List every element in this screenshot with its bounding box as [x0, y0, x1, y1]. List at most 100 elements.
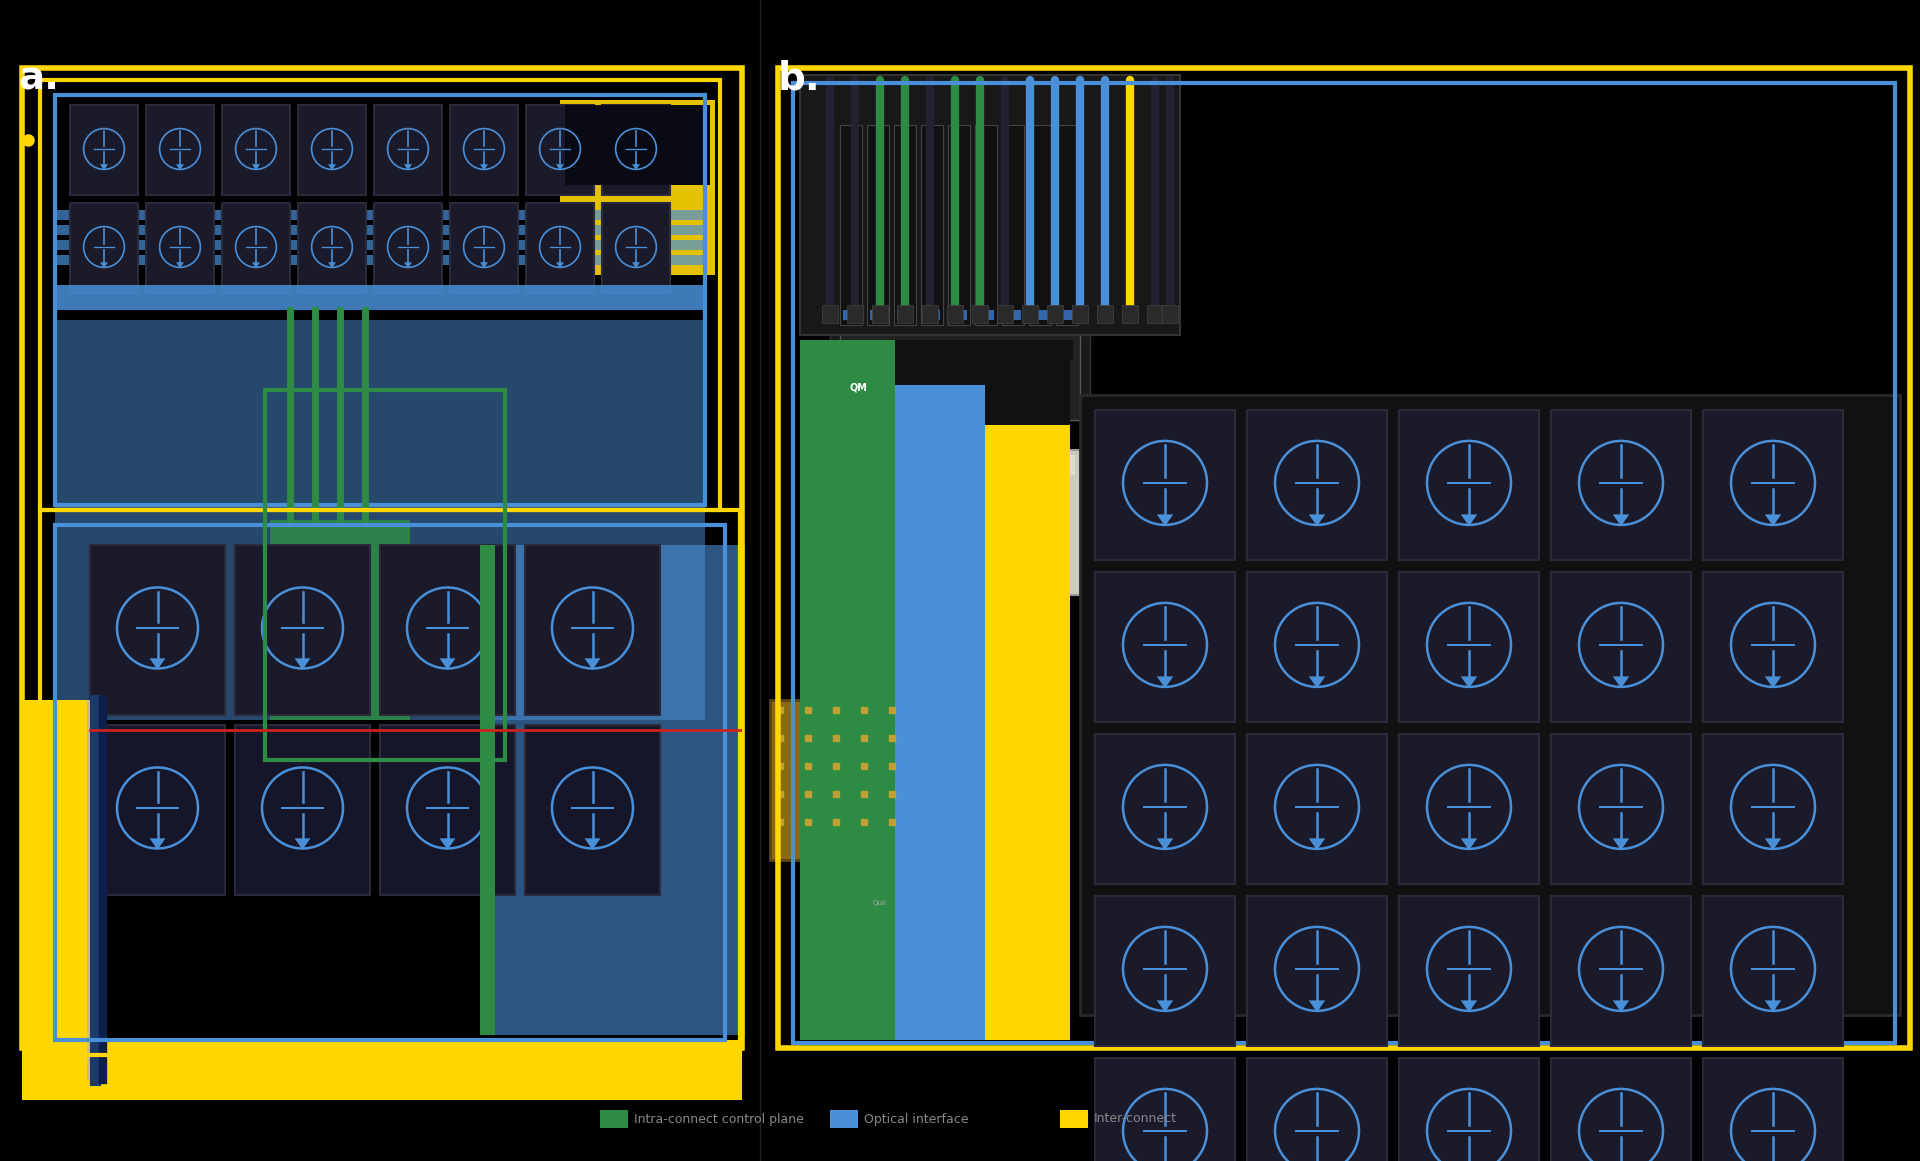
Polygon shape — [150, 658, 165, 670]
Polygon shape — [480, 262, 488, 268]
Polygon shape — [1613, 514, 1630, 526]
Bar — [56, 284, 705, 310]
Bar — [1029, 125, 1050, 325]
Bar — [298, 203, 367, 293]
Polygon shape — [632, 164, 639, 170]
Bar — [1400, 1058, 1540, 1161]
Bar — [40, 510, 739, 1055]
Bar — [561, 100, 714, 275]
Polygon shape — [1309, 677, 1325, 688]
Bar — [1021, 305, 1039, 323]
Text: Quil: Quil — [843, 460, 860, 469]
Polygon shape — [1613, 1001, 1630, 1012]
Bar — [872, 305, 887, 323]
Bar — [21, 68, 741, 1048]
Bar — [922, 305, 939, 323]
Bar — [1071, 305, 1089, 323]
Polygon shape — [294, 658, 311, 670]
Bar — [564, 104, 710, 185]
Bar — [870, 310, 885, 320]
Bar — [56, 255, 705, 265]
Bar — [770, 700, 929, 860]
Bar — [146, 203, 213, 293]
Bar — [1246, 1058, 1386, 1161]
Bar — [1400, 896, 1540, 1046]
Bar — [977, 310, 995, 320]
Polygon shape — [1764, 514, 1782, 526]
Bar — [1246, 572, 1386, 722]
Polygon shape — [632, 262, 639, 268]
Bar — [1246, 734, 1386, 884]
Polygon shape — [440, 838, 455, 850]
Bar — [86, 700, 94, 1080]
Bar — [924, 310, 941, 320]
Bar — [922, 125, 943, 325]
Bar — [56, 240, 705, 250]
Bar — [526, 203, 593, 293]
Bar — [847, 305, 862, 323]
Bar — [1703, 734, 1843, 884]
Bar — [449, 203, 518, 293]
Bar — [1703, 572, 1843, 722]
Polygon shape — [177, 262, 184, 268]
Bar — [835, 450, 1079, 594]
Polygon shape — [403, 262, 413, 268]
Bar — [975, 125, 996, 325]
Polygon shape — [177, 164, 184, 170]
Bar — [1246, 410, 1386, 560]
Bar — [868, 125, 889, 325]
Bar — [234, 724, 371, 895]
Bar — [996, 305, 1014, 323]
Bar — [1703, 896, 1843, 1046]
Polygon shape — [1156, 677, 1173, 688]
Bar — [1121, 305, 1139, 323]
Bar — [1033, 310, 1048, 320]
Bar — [380, 545, 515, 715]
Bar — [449, 104, 518, 195]
Bar — [380, 724, 515, 895]
Bar — [21, 1040, 741, 1099]
Text: QM: QM — [851, 383, 868, 394]
Bar — [895, 125, 916, 325]
Bar — [854, 800, 945, 1030]
Polygon shape — [1613, 838, 1630, 850]
Bar — [841, 455, 1075, 475]
Text: Optical interface: Optical interface — [864, 1112, 968, 1125]
Bar — [40, 80, 720, 510]
Bar — [822, 305, 837, 323]
Bar — [524, 724, 660, 895]
Bar — [1551, 1058, 1692, 1161]
Bar — [90, 545, 225, 715]
Bar — [56, 525, 726, 1040]
Polygon shape — [1764, 1001, 1782, 1012]
Bar — [21, 700, 86, 1099]
Bar — [146, 104, 213, 195]
Text: a.: a. — [17, 60, 60, 98]
Bar — [1094, 410, 1235, 560]
Polygon shape — [1309, 838, 1325, 850]
Bar — [1094, 896, 1235, 1046]
Bar — [599, 1110, 628, 1128]
Bar — [1002, 125, 1023, 325]
Bar — [947, 305, 964, 323]
Bar — [801, 75, 1181, 336]
Bar — [223, 203, 290, 293]
Bar — [526, 104, 593, 195]
Bar — [1146, 305, 1164, 323]
Polygon shape — [584, 838, 601, 850]
Bar — [524, 545, 660, 715]
Bar — [234, 545, 371, 715]
Bar — [778, 68, 1910, 1048]
Bar — [1400, 410, 1540, 560]
Polygon shape — [403, 164, 413, 170]
Bar — [90, 724, 225, 895]
Bar — [1400, 572, 1540, 722]
Text: Inter-connect: Inter-connect — [1094, 1112, 1177, 1125]
Bar — [1551, 410, 1692, 560]
Bar — [793, 82, 1895, 1043]
Polygon shape — [1461, 514, 1476, 526]
Bar — [841, 125, 862, 325]
Polygon shape — [328, 262, 336, 268]
Polygon shape — [584, 658, 601, 670]
Bar — [854, 615, 970, 715]
